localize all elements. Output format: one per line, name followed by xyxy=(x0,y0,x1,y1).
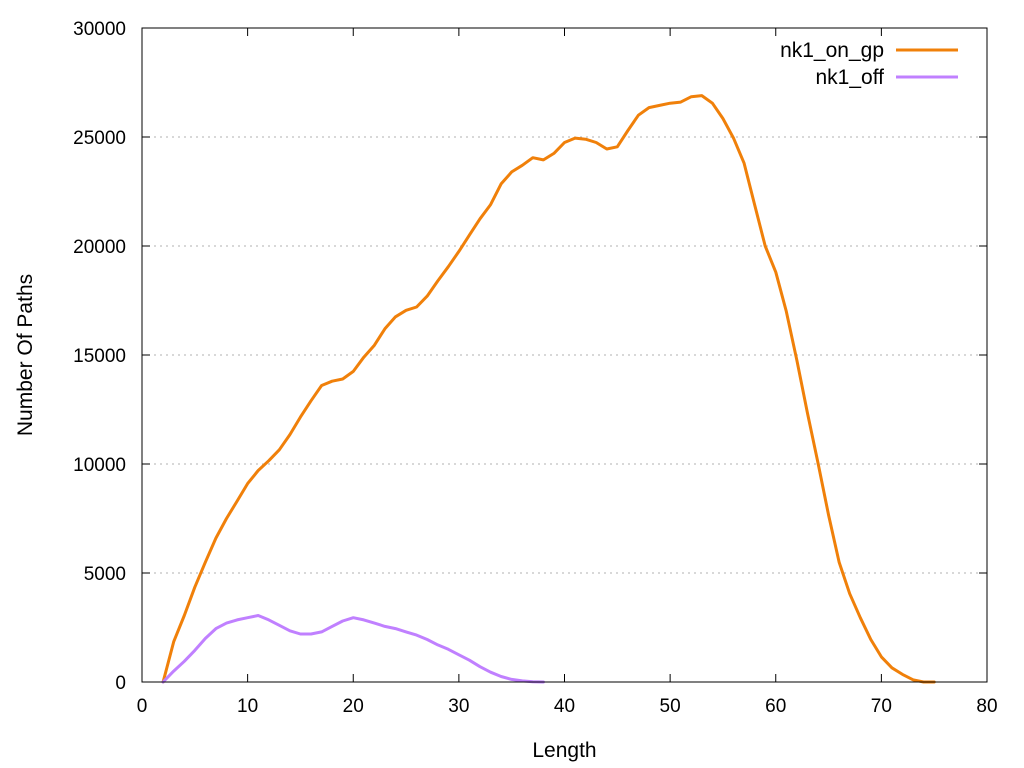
x-tick-label: 20 xyxy=(343,696,364,717)
x-tick-label: 30 xyxy=(448,696,469,717)
x-axis-title: Length xyxy=(532,739,596,762)
x-tick-label: 50 xyxy=(660,696,681,717)
y-tick-label: 30000 xyxy=(73,19,126,40)
series-line-nk1-off xyxy=(161,614,545,684)
y-tick-label: 0 xyxy=(115,673,126,694)
y-tick-label: 20000 xyxy=(73,237,126,258)
legend: nk1_on_gp nk1_off xyxy=(780,39,958,89)
y-axis-title: Number Of Paths xyxy=(14,274,37,436)
x-tick-label: 70 xyxy=(871,696,892,717)
tick-labels: 0 10 20 30 40 50 60 70 80 0 5000 10000 15000 20000 250… xyxy=(73,19,997,717)
x-tick-label: 80 xyxy=(976,696,997,717)
y-tick-label: 25000 xyxy=(73,128,126,149)
plot-lines xyxy=(161,94,936,684)
y-tick-label: 5000 xyxy=(84,564,126,585)
axis-ticks xyxy=(141,27,988,683)
x-tick-label: 40 xyxy=(554,696,575,717)
y-tick-label: 15000 xyxy=(73,346,126,367)
x-tick-label: 10 xyxy=(237,696,258,717)
legend-label-nk1-on-gp: nk1_on_gp xyxy=(780,39,884,62)
y-tick-label: 10000 xyxy=(73,455,126,476)
legend-label-nk1-off: nk1_off xyxy=(815,66,884,89)
x-tick-label: 0 xyxy=(137,696,148,717)
series-line-nk1-on-gp xyxy=(161,94,936,684)
gridlines xyxy=(142,136,987,574)
x-tick-label: 60 xyxy=(765,696,786,717)
